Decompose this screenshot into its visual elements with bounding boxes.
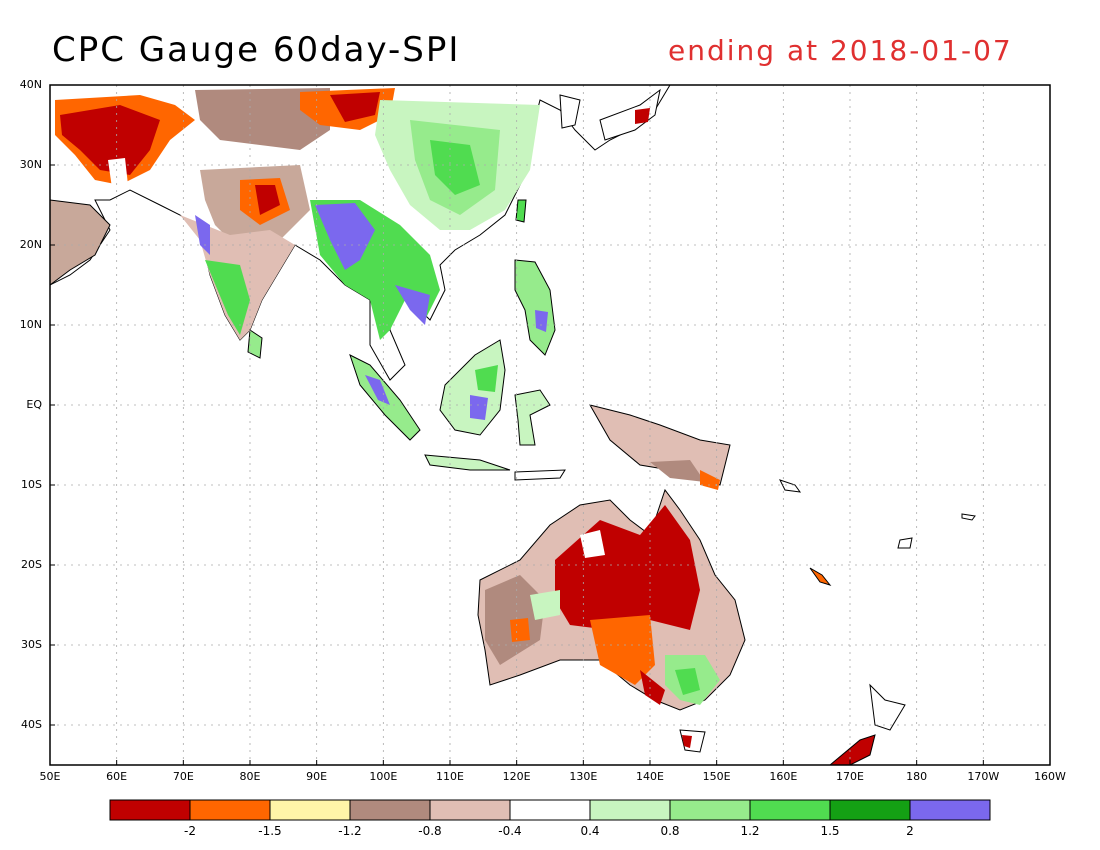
- lat-label: 10S: [21, 478, 42, 491]
- colorbar-swatch: [509, 799, 591, 821]
- lesser-sunda: [514, 469, 566, 481]
- lon-label: 60E: [106, 770, 128, 783]
- colorbar-label: -1.5: [258, 824, 282, 838]
- colorbar-swatch: [589, 799, 671, 821]
- colorbar-swatch: [349, 799, 431, 821]
- colorbar-label: 1.2: [740, 824, 760, 838]
- lon-label: 80E: [239, 770, 261, 783]
- japan-islands: [599, 88, 661, 141]
- lon-label: 170E: [836, 770, 864, 783]
- lat-label: 30N: [19, 158, 42, 171]
- colorbar-label: -0.8: [418, 824, 442, 838]
- australia-white-patch: [580, 530, 605, 558]
- axis-ticks: [49, 84, 1051, 765]
- fiji: [897, 537, 913, 549]
- borneo: [439, 339, 506, 436]
- colorbar-swatch: [189, 799, 271, 821]
- tasmania-red: [682, 735, 692, 748]
- new-guinea: [588, 404, 731, 486]
- borneo-wet: [470, 395, 488, 420]
- japan-drought: [635, 108, 650, 124]
- colorbar-swatch: [109, 799, 191, 821]
- lat-label: EQ: [26, 398, 42, 411]
- brown-central-asia: [195, 88, 330, 150]
- samoa: [961, 513, 976, 521]
- colorbar-label: -1.2: [338, 824, 362, 838]
- lat-label: 20S: [21, 558, 42, 571]
- drought-north-china-core: [330, 92, 380, 122]
- extreme-wet-myanmar: [315, 203, 375, 270]
- land-layer: [50, 85, 976, 765]
- lon-label: 160E: [769, 770, 798, 783]
- colorbar-swatch: [909, 799, 991, 821]
- extreme-wet-indochina: [395, 285, 430, 325]
- map-frame: [49, 84, 1051, 766]
- lon-label: 100E: [369, 770, 398, 783]
- wet-east-china-core: [430, 140, 480, 195]
- java: [424, 454, 511, 471]
- new-zealand-south: [829, 734, 876, 765]
- new-guinea-drought: [650, 460, 705, 482]
- lat-label: 30S: [21, 638, 42, 651]
- colorbar-swatch: [429, 799, 511, 821]
- sulawesi: [514, 389, 551, 446]
- korea: [559, 94, 581, 129]
- colorbar-label: 1.5: [820, 824, 840, 838]
- lon-label: 150E: [702, 770, 731, 783]
- lat-label: 10N: [19, 318, 42, 331]
- colorbar-swatch: [749, 799, 831, 821]
- australia-wet-se-core: [675, 668, 700, 695]
- colorbar-label: -2: [184, 824, 196, 838]
- new-zealand-north: [869, 683, 906, 731]
- new-caledonia: [809, 567, 832, 586]
- sumatra-wet: [365, 375, 390, 405]
- wet-south-india: [205, 260, 250, 335]
- lon-label: 110E: [436, 770, 464, 783]
- drought-west-asia-core: [60, 105, 160, 175]
- lon-label: 70E: [172, 770, 194, 783]
- colorbar-label: 0.4: [580, 824, 600, 838]
- lon-label: 120E: [502, 770, 531, 783]
- map-grid: [50, 85, 1050, 765]
- lon-label: 180: [906, 770, 928, 783]
- colorbar-label: -0.4: [498, 824, 522, 838]
- colorbar-label: 0.8: [660, 824, 680, 838]
- colorbar-swatch: [669, 799, 751, 821]
- sri-lanka: [247, 329, 263, 359]
- map-subtitle: ending at 2018-01-07: [668, 34, 1013, 67]
- map-title: CPC Gauge 60day-SPI: [52, 30, 461, 70]
- taiwan: [515, 199, 527, 223]
- philippines-wet: [535, 310, 548, 332]
- drought-tibet-core: [255, 185, 280, 215]
- australia-west-orange: [510, 618, 530, 642]
- lon-label: 130E: [569, 770, 598, 783]
- colorbar: [109, 799, 991, 821]
- lon-label: 160W: [1034, 770, 1066, 783]
- lon-label: 90E: [306, 770, 328, 783]
- lat-label: 20N: [19, 238, 42, 251]
- lon-label: 50E: [39, 770, 61, 783]
- australia-red-se: [640, 670, 665, 705]
- lat-label: 40S: [21, 718, 42, 731]
- australia-nw-wet: [530, 590, 560, 620]
- australia-orange: [590, 615, 655, 685]
- lon-label: 140E: [636, 770, 664, 783]
- drought-white-patch: [108, 158, 128, 188]
- extreme-wet-west-india: [195, 215, 210, 255]
- lat-label: 40N: [19, 78, 42, 91]
- philippines: [514, 259, 556, 356]
- colorbar-swatch: [829, 799, 911, 821]
- arabia-landmass: [50, 199, 111, 286]
- borneo-core: [475, 365, 498, 392]
- colorbar-swatch: [269, 799, 351, 821]
- solomon-islands: [779, 479, 802, 493]
- colorbar-label: 2: [906, 824, 914, 838]
- lon-label: 170W: [967, 770, 1000, 783]
